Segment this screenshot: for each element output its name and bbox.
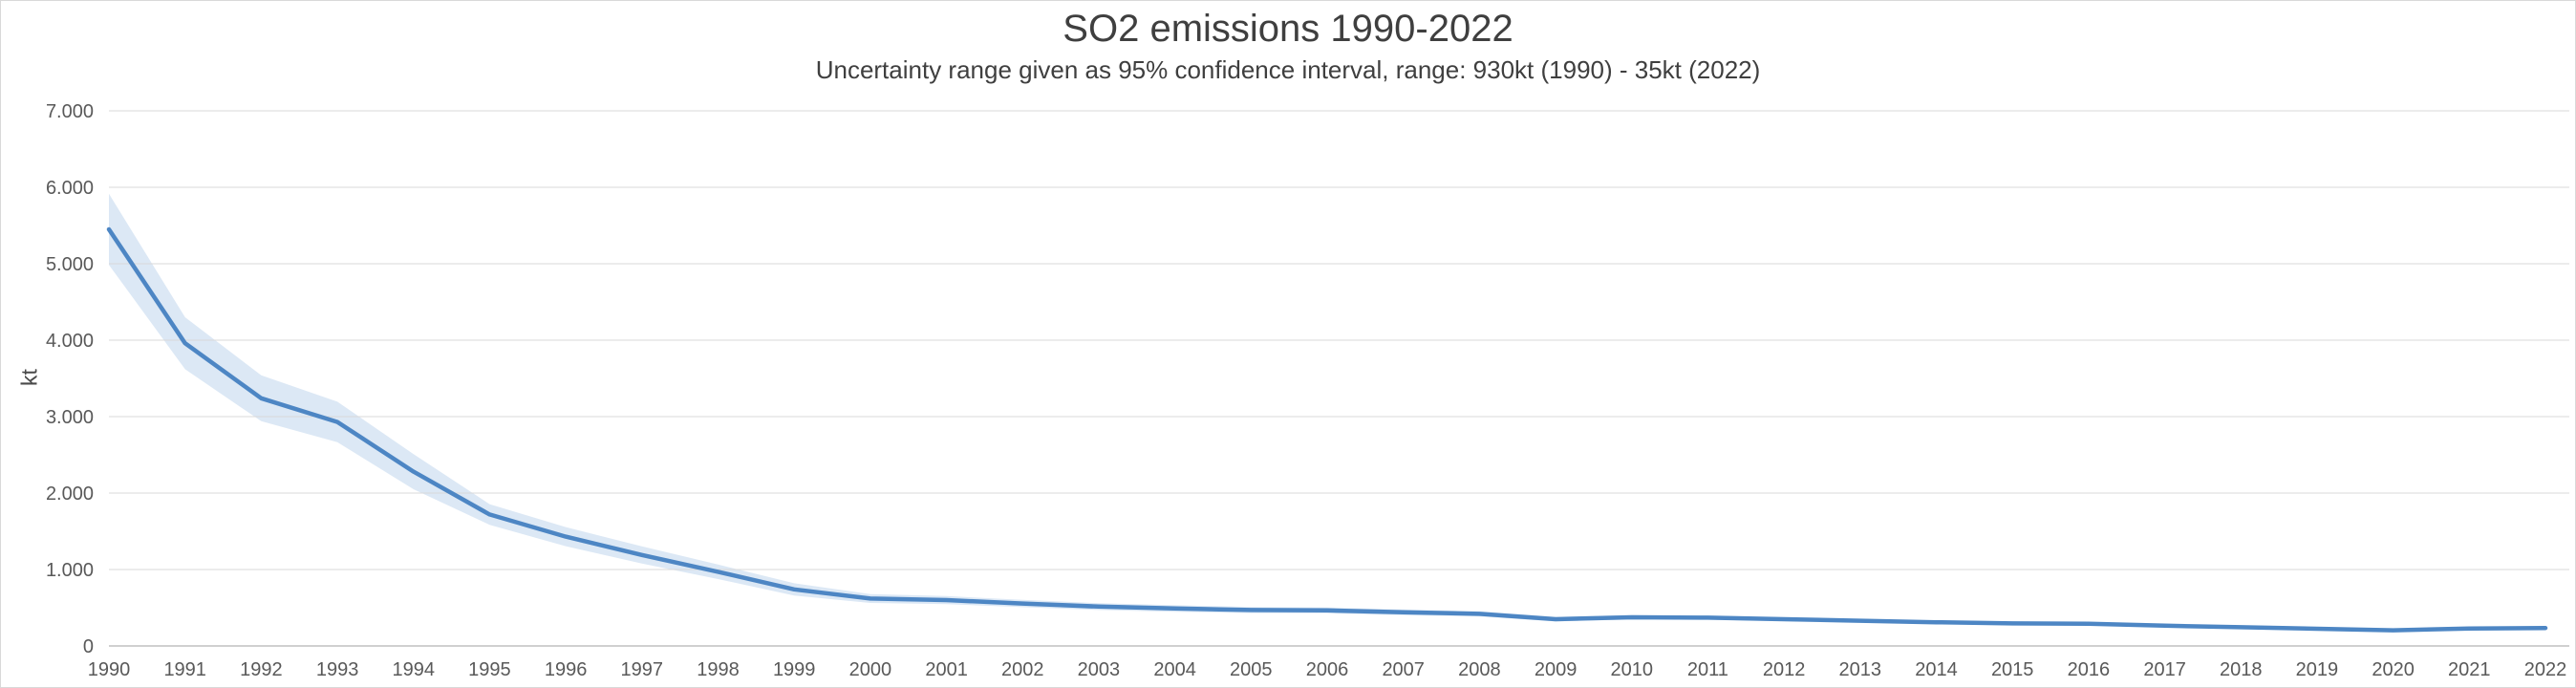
- x-tick-label: 2011: [1687, 659, 1728, 680]
- x-tick-label: 2010: [1611, 659, 1654, 680]
- x-tick-label: 2000: [849, 659, 892, 680]
- x-tick-label: 1991: [163, 659, 206, 680]
- x-tick-label: 2018: [2220, 659, 2263, 680]
- x-tick-label: 2002: [1001, 659, 1044, 680]
- x-tick-label: 1998: [697, 659, 740, 680]
- x-tick-label: 2001: [925, 659, 968, 680]
- x-tick-label: 2019: [2296, 659, 2339, 680]
- x-tick-label: 2008: [1458, 659, 1501, 680]
- x-tick-label: 2021: [2448, 659, 2491, 680]
- x-tick-label: 2004: [1153, 659, 1196, 680]
- y-tick-label: 2.000: [46, 484, 94, 505]
- x-tick-label: 2022: [2524, 659, 2567, 680]
- x-tick-label: 2017: [2143, 659, 2186, 680]
- x-tick-label: 2016: [2068, 659, 2111, 680]
- x-tick-label: 2014: [1915, 659, 1958, 680]
- y-tick-label: 6.000: [46, 178, 94, 199]
- y-tick-label: 1.000: [46, 560, 94, 581]
- x-tick-label: 1996: [545, 659, 588, 680]
- emissions-line: [106, 226, 2548, 633]
- x-tick-label: 2012: [1763, 659, 1806, 680]
- x-tick-label: 2013: [1839, 659, 1882, 680]
- y-tick-label: 5.000: [46, 254, 94, 275]
- x-tick-label: 1994: [393, 659, 436, 680]
- x-tick-label: 2006: [1306, 659, 1349, 680]
- y-tick-label: 4.000: [46, 331, 94, 352]
- x-tick-label: 2020: [2372, 659, 2415, 680]
- y-tick-label: 7.000: [46, 101, 94, 122]
- y-tick-label: 3.000: [46, 407, 94, 428]
- chart-title: SO2 emissions 1990-2022: [1063, 8, 1513, 50]
- x-tick-label: 2007: [1382, 659, 1425, 680]
- confidence-band: [109, 193, 2545, 632]
- x-tick-label: 1993: [316, 659, 359, 680]
- x-tick-label: 1990: [88, 659, 131, 680]
- x-tick-label: 2009: [1535, 659, 1578, 680]
- x-tick-label: 1997: [621, 659, 664, 680]
- x-tick-label: 2015: [1991, 659, 2034, 680]
- x-tick-label: 2005: [1230, 659, 1273, 680]
- x-tick-label: 1995: [468, 659, 511, 680]
- x-tick-label: 1992: [240, 659, 283, 680]
- y-tick-label: 0: [83, 636, 94, 657]
- x-tick-label: 1999: [773, 659, 816, 680]
- chart-subtitle: Uncertainty range given as 95% confidenc…: [815, 55, 1761, 84]
- x-tick-label: 2003: [1078, 659, 1121, 680]
